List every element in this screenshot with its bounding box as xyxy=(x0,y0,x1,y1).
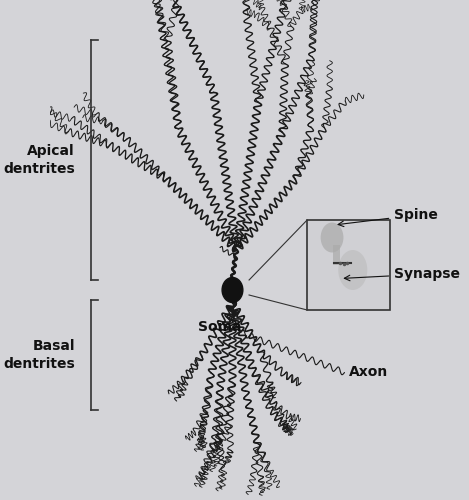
Text: Soma: Soma xyxy=(198,320,242,334)
Text: Synapse: Synapse xyxy=(344,267,460,281)
Text: Axon: Axon xyxy=(348,366,388,380)
Text: Apical
dentrites: Apical dentrites xyxy=(3,144,75,176)
Ellipse shape xyxy=(321,222,343,252)
Bar xyxy=(333,245,340,265)
Text: Spine: Spine xyxy=(338,208,438,227)
Bar xyxy=(307,220,390,310)
Circle shape xyxy=(222,278,243,302)
Ellipse shape xyxy=(338,250,367,290)
Text: Basal
dentrites: Basal dentrites xyxy=(3,340,75,370)
